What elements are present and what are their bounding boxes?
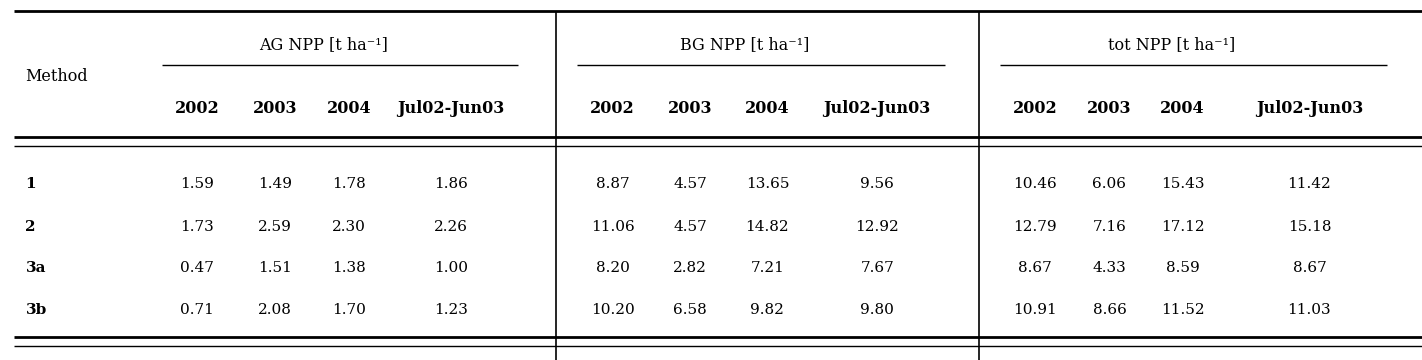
Text: 1.70: 1.70 (333, 303, 367, 316)
Text: 8.67: 8.67 (1293, 261, 1327, 275)
Text: 8.87: 8.87 (596, 177, 630, 190)
Text: 0.71: 0.71 (181, 303, 215, 316)
Text: 1: 1 (26, 177, 36, 190)
Text: 3a: 3a (26, 261, 46, 275)
Text: 12.79: 12.79 (1012, 220, 1057, 234)
Text: 4.33: 4.33 (1092, 261, 1126, 275)
Text: 3b: 3b (26, 303, 47, 316)
Text: 2003: 2003 (668, 99, 712, 117)
Text: 6.06: 6.06 (1092, 177, 1126, 190)
Text: 1.49: 1.49 (257, 177, 292, 190)
Text: BG NPP [t ha⁻¹]: BG NPP [t ha⁻¹] (680, 36, 809, 54)
Text: Jul02-Jun03: Jul02-Jun03 (397, 99, 505, 117)
Text: Jul02-Jun03: Jul02-Jun03 (823, 99, 931, 117)
Text: 7.16: 7.16 (1092, 220, 1126, 234)
Text: 2003: 2003 (253, 99, 297, 117)
Text: 8.66: 8.66 (1092, 303, 1126, 316)
Text: 17.12: 17.12 (1160, 220, 1204, 234)
Text: 8.20: 8.20 (596, 261, 630, 275)
Text: 14.82: 14.82 (745, 220, 789, 234)
Text: tot NPP [t ha⁻¹]: tot NPP [t ha⁻¹] (1109, 36, 1236, 54)
Text: 4.57: 4.57 (673, 177, 707, 190)
Text: 8.59: 8.59 (1166, 261, 1200, 275)
Text: 1.51: 1.51 (257, 261, 292, 275)
Text: 2002: 2002 (175, 99, 219, 117)
Text: 9.56: 9.56 (860, 177, 894, 190)
Text: 15.43: 15.43 (1160, 177, 1204, 190)
Text: 12.92: 12.92 (855, 220, 899, 234)
Text: Method: Method (26, 68, 88, 85)
Text: 2002: 2002 (1012, 99, 1057, 117)
Text: 11.52: 11.52 (1160, 303, 1204, 316)
Text: 13.65: 13.65 (745, 177, 789, 190)
Text: 2002: 2002 (590, 99, 634, 117)
Text: Jul02-Jun03: Jul02-Jun03 (1256, 99, 1364, 117)
Text: AG NPP [t ha⁻¹]: AG NPP [t ha⁻¹] (259, 36, 388, 54)
Text: 1.73: 1.73 (181, 220, 215, 234)
Text: 1.78: 1.78 (333, 177, 365, 190)
Text: 1.59: 1.59 (181, 177, 215, 190)
Text: 8.67: 8.67 (1018, 261, 1052, 275)
Text: 2.82: 2.82 (673, 261, 707, 275)
Text: 15.18: 15.18 (1288, 220, 1331, 234)
Text: 1.23: 1.23 (434, 303, 468, 316)
Text: 1.86: 1.86 (434, 177, 468, 190)
Text: 2: 2 (26, 220, 36, 234)
Text: 11.06: 11.06 (590, 220, 634, 234)
Text: 11.03: 11.03 (1287, 303, 1331, 316)
Text: 7.21: 7.21 (751, 261, 785, 275)
Text: 7.67: 7.67 (860, 261, 894, 275)
Text: 2.08: 2.08 (257, 303, 292, 316)
Text: 2.30: 2.30 (333, 220, 367, 234)
Text: 1.00: 1.00 (434, 261, 468, 275)
Text: 2.59: 2.59 (257, 220, 292, 234)
Text: 0.47: 0.47 (181, 261, 215, 275)
Text: 2.26: 2.26 (434, 220, 468, 234)
Text: 2003: 2003 (1088, 99, 1132, 117)
Text: 10.20: 10.20 (590, 303, 634, 316)
Text: 10.91: 10.91 (1012, 303, 1057, 316)
Text: 9.82: 9.82 (751, 303, 785, 316)
Text: 9.80: 9.80 (860, 303, 894, 316)
Text: 2004: 2004 (1160, 99, 1204, 117)
Text: 6.58: 6.58 (673, 303, 707, 316)
Text: 2004: 2004 (745, 99, 789, 117)
Text: 4.57: 4.57 (673, 220, 707, 234)
Text: 2004: 2004 (327, 99, 371, 117)
Text: 11.42: 11.42 (1287, 177, 1331, 190)
Text: 1.38: 1.38 (333, 261, 365, 275)
Text: 10.46: 10.46 (1012, 177, 1057, 190)
